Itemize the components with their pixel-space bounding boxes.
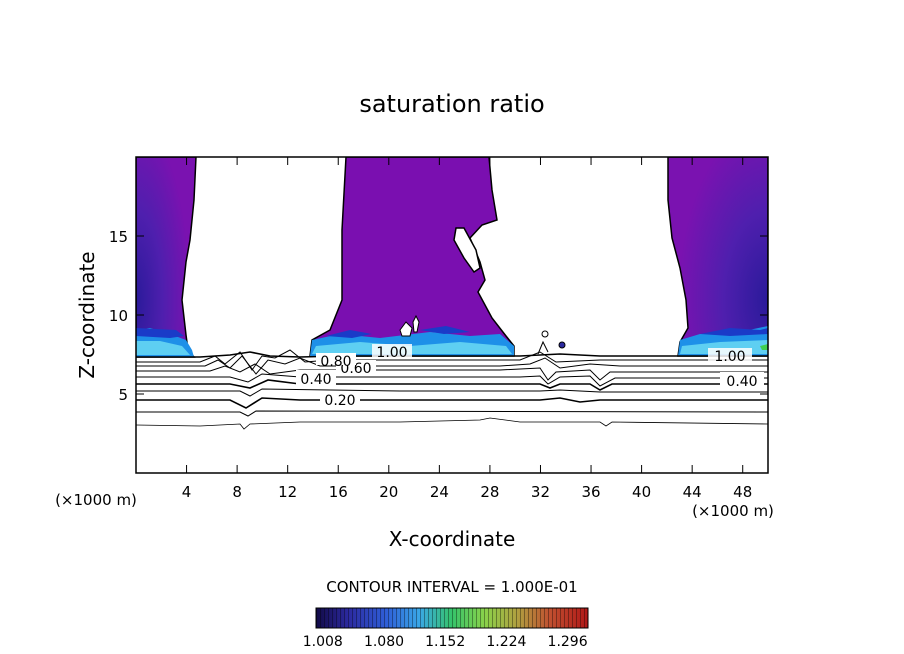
x-tick-label: 20 [379, 483, 398, 501]
cloud-region-center [309, 157, 515, 357]
contour-lines [136, 349, 768, 430]
colorbar-tick-label: 1.296 [548, 634, 588, 650]
x-tick-label: 48 [733, 483, 752, 501]
x-tick-label: 8 [232, 483, 242, 501]
x-tick-label: 12 [278, 483, 297, 501]
x-tick-label: 32 [531, 483, 550, 501]
plot-area: 0.20 0.40 0.40 0.60 0.80 1.00 1.00 [136, 157, 768, 430]
contour-label-1.00-right: 1.00 [714, 349, 745, 365]
x-unit-right: (×1000 m) [692, 502, 774, 520]
x-unit-left: (×1000 m) [55, 491, 137, 509]
colorbar-tick-label: 1.080 [364, 634, 404, 650]
y-axis: 5 10 15 [109, 228, 768, 404]
x-tick-label: 4 [182, 483, 192, 501]
contour-interval: CONTOUR INTERVAL = 1.000E-01 [326, 578, 577, 596]
x-axis: 4 8 12 16 20 24 28 32 36 40 44 48 [182, 157, 752, 501]
cloud-base-bands [136, 326, 768, 357]
colorbar-tick-label: 1.152 [425, 634, 465, 650]
x-tick-label: 16 [329, 483, 348, 501]
contour-label-0.40-right: 0.40 [726, 374, 757, 390]
y-tick-label: 5 [118, 386, 128, 404]
cloud-gap [453, 227, 481, 274]
y-tick-label: 10 [109, 307, 128, 325]
cloud-region-right [667, 157, 768, 357]
x-tick-label: 40 [632, 483, 651, 501]
colorbar-tick-label: 1.008 [303, 634, 343, 650]
x-tick-label: 44 [683, 483, 702, 501]
contour-label-0.80: 0.80 [320, 354, 351, 370]
x-tick-label: 28 [480, 483, 499, 501]
colorbar-tick-label: 1.224 [486, 634, 526, 650]
contour-label-0.40-left: 0.40 [300, 372, 331, 388]
contour-labels: 0.20 0.40 0.40 0.60 0.80 1.00 1.00 [296, 344, 764, 409]
colorbar [315, 607, 589, 629]
colorbar-tick-labels: 1.008 1.080 1.152 1.224 1.296 [303, 634, 588, 650]
x-tick-label: 24 [430, 483, 449, 501]
x-axis-label: X-coordinate [389, 527, 516, 551]
chart-title: saturation ratio [359, 90, 544, 118]
cloud-region-left [136, 157, 197, 358]
contour-label-1.00-center: 1.00 [376, 345, 407, 361]
y-axis-label: Z-coordinate [75, 251, 99, 378]
y-tick-label: 15 [109, 228, 128, 246]
x-tick-label: 36 [581, 483, 600, 501]
contour-label-0.20: 0.20 [324, 393, 355, 409]
